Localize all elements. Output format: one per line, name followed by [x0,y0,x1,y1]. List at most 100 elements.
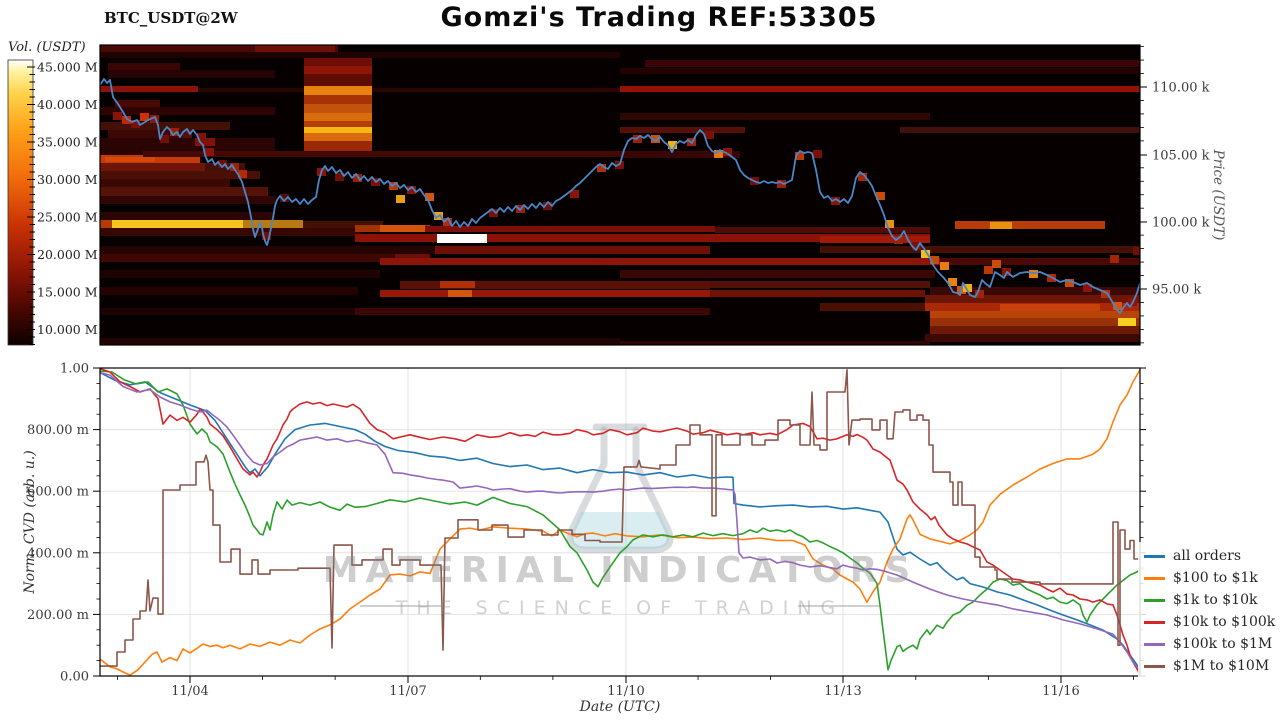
liquidity-stripe [372,88,620,92]
liquidity-cell [335,173,344,181]
liquidity-cell [651,135,660,143]
liquidity-cell [131,120,140,128]
liquidity-stripe [100,338,620,345]
liquidity-cell [930,256,939,264]
liquidity-stripe [1118,318,1136,327]
liquidity-stripe [100,179,230,187]
liquidity-stripe [715,227,930,233]
liquidity-stripe [355,308,560,315]
liquidity-stripe [925,295,1140,303]
liquidity-stripe [108,70,275,78]
liquidity-stripe [304,74,372,86]
legend-label: $1M to $10M [1173,658,1270,674]
liquidity-stripe [623,151,740,158]
colorbar-tick-label: 20.000 M [37,247,98,262]
cvd-line--1k-to-10k [99,370,1141,671]
liquidity-stripe [100,107,275,115]
liquidity-cell [197,133,206,141]
liquidity-stripe [380,258,940,265]
liquidity-cell [912,242,921,250]
liquidity-stripe [435,246,710,254]
liquidity-stripe [100,52,620,58]
liquidity-stripe [1000,304,1100,311]
liquidity-cell [1110,255,1119,263]
liquidity-cell [1101,290,1110,298]
liquidity-stripe [100,45,338,52]
liquidity-stripe [243,220,303,229]
liquidity-stripe [100,270,380,278]
cvd-line--100k-to-1m [99,371,1141,671]
date-axis-tick-label: 11/07 [389,684,426,699]
liquidity-stripe [355,234,930,242]
liquidity-stripe [100,308,355,315]
liquidity-stripe [440,281,475,288]
date-axis-title: Date (UTC) [579,699,661,715]
liquidity-cell [230,163,239,171]
liquidity-stripe [304,133,372,141]
liquidity-cell [813,150,822,158]
liquidity-stripe [100,196,275,204]
colorbar-tick-label: 15.000 M [37,285,98,300]
liquidity-stripe [100,163,205,171]
cvd-axis-tick-label: 200.00 m [27,608,89,623]
cvd-line--1m-to-10m [100,368,1140,667]
liquidity-stripe [100,138,275,147]
liquidity-stripe [304,66,372,74]
legend-swatch [1144,620,1165,624]
liquidity-cell [205,148,214,156]
liquidity-stripe [112,220,243,229]
price-axis-title: Price (USDT) [1210,149,1226,241]
liquidity-stripe [820,236,930,243]
liquidity-stripe [108,130,183,138]
liquidity-stripe [143,151,623,157]
liquidity-stripe [304,104,372,113]
liquidity-cell [489,209,498,217]
liquidity-stripe [100,254,395,262]
cvd-axis-tick-label: 400.00 m [27,546,89,561]
liquidity-stripe [304,58,372,66]
liquidity-stripe [380,225,425,232]
liquidity-stripe [108,63,180,70]
legend-label: $10k to $100k [1173,614,1276,630]
date-axis-tick-label: 11/10 [607,684,644,699]
liquidity-stripe [620,341,930,345]
page-title: Gomzi's Trading REF:53305 [440,2,878,33]
liquidity-stripe [900,127,1140,133]
colorbar-tick-label: 30.000 M [37,172,98,187]
liquidity-cell [150,115,159,123]
legend-label: $100 to $1k [1173,570,1258,586]
liquidity-cell [170,128,179,136]
legend-swatch [1144,598,1165,602]
liquidity-stripe [195,138,215,146]
liquidity-stripe [820,303,925,311]
symbol-label: BTC_USDT@2W [104,9,238,27]
cvd-line-all-orders [99,371,1141,673]
liquidity-cell [795,152,804,160]
liquidity-stripe [100,212,275,220]
liquidity-cell [940,262,949,270]
cvd-panel: 0.00 200.00 m 400.00 m 600.00 m 800.00 m 1.00… [27,362,1146,699]
liquidity-stripe [100,220,112,229]
legend-item--1m-to-10m: $1M to $10M [1144,655,1280,677]
liquidity-cell [597,164,606,172]
liquidity-cell [396,195,405,203]
liquidity-cell [280,194,289,202]
liquidity-stripe [930,287,1140,295]
liquidity-cell [723,148,732,156]
price-axis-tick-label: 110.00 k [1152,81,1210,96]
cvd-line--100-to-1k [99,369,1141,676]
liquidity-cell [238,170,247,178]
liquidity-cell [262,232,271,240]
legend-swatch [1144,642,1165,646]
liquidity-stripe [930,318,1140,326]
liquidity-cell [984,266,993,274]
liquidity-stripe [955,221,1105,229]
liquidity-stripe [115,100,160,107]
liquidity-cell [1029,270,1038,278]
colorbar-title: Vol. (USDT) [8,40,86,55]
liquidity-cell [975,290,984,298]
liquidity-cell [122,116,131,124]
liquidity-stripe [620,127,745,133]
legend-label: $100k to $1M [1173,636,1273,652]
liquidity-stripe [437,234,487,243]
